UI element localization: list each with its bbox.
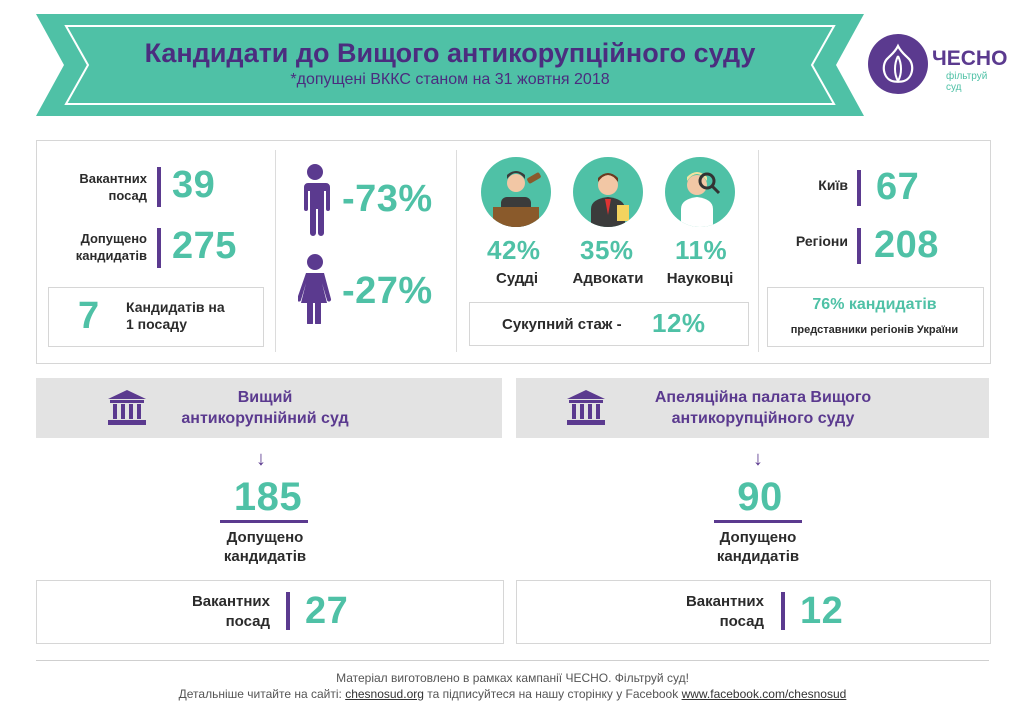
regions-note-text: представники регіонів України xyxy=(790,324,959,336)
admitted-label: Допущено кандидатів xyxy=(75,231,147,263)
court-vacant-label-left: Вакантних посад xyxy=(191,593,270,630)
judges-label: Судді xyxy=(495,270,538,287)
experience-label: Сукупний стаж - xyxy=(502,316,622,333)
footer-divider xyxy=(36,660,989,661)
judges-percent: 42% xyxy=(487,235,541,265)
separator-bar xyxy=(157,228,161,268)
footer-prefix: Детальніше читайте на сайті: xyxy=(178,687,342,701)
separator-bar xyxy=(857,228,861,264)
arrow-down-icon: ↓ xyxy=(753,448,763,470)
separator-bar xyxy=(781,592,785,630)
separator-bar xyxy=(157,167,161,207)
regions-note-box xyxy=(767,287,984,347)
scientists-label: Науковці xyxy=(666,270,734,287)
court-building-icon xyxy=(567,390,605,431)
divider xyxy=(758,150,759,352)
lawyers-label: Адвокати xyxy=(572,270,644,287)
ratio-value: 7 xyxy=(78,295,100,337)
court-title-left: Вищий антикорупнійний суд xyxy=(181,389,349,427)
court-vacant-value-right: 12 xyxy=(800,590,844,632)
vacant-value: 39 xyxy=(172,164,216,206)
court-admitted-value-right: 90 xyxy=(737,475,783,519)
vacant-label: Вакантних посад xyxy=(79,171,147,203)
logo-tagline: фільтруй суд xyxy=(946,71,988,93)
experience-box xyxy=(469,302,749,346)
page-subtitle: *допущені ВККС станом на 31 жовтня 2018 xyxy=(290,71,610,88)
regions-label: Регіони xyxy=(795,233,848,249)
court-vacant-value-left: 27 xyxy=(305,590,349,632)
court-admitted-label-left: Допущено кандидатів xyxy=(223,529,307,565)
site-link[interactable]: chesnosud.org xyxy=(345,687,424,701)
regions-note-value: 76% кандидатів xyxy=(812,296,937,313)
court-title-right: Апеляційна палата Вищого антикорупційног… xyxy=(654,389,872,427)
court-admitted-underline-right xyxy=(714,520,802,523)
experience-value: 12% xyxy=(652,308,706,338)
footer-line1: Матеріал виготовлено в рамках кампанії Ч… xyxy=(336,671,689,685)
facebook-link[interactable]: www.facebook.com/chesnosud xyxy=(681,687,847,701)
logo-garlic-icon xyxy=(868,34,928,94)
scientists-percent: 11% xyxy=(675,235,728,265)
ratio-label: Кандидатів на 1 посаду xyxy=(126,299,225,332)
lawyer-icon xyxy=(573,157,643,227)
regions-value: 208 xyxy=(874,224,939,266)
logo[interactable]: ЧЕСНО фільтруй суд xyxy=(868,34,1007,96)
ratio-box xyxy=(48,287,264,347)
page-title: Кандидати до Вищого антикорупційного суд… xyxy=(144,38,756,68)
court-admitted-label-right: Допущено кандидатів xyxy=(716,529,800,565)
admitted-value: 275 xyxy=(172,225,237,267)
court-building-icon xyxy=(108,390,146,431)
divider xyxy=(456,150,457,352)
header-ribbon xyxy=(36,14,864,116)
male-person-icon xyxy=(298,164,332,241)
female-percent: -27% xyxy=(342,270,433,312)
court-admitted-underline-left xyxy=(220,520,308,523)
court-vacant-box-right xyxy=(516,580,991,644)
court-vacant-box-left xyxy=(36,580,504,644)
divider xyxy=(275,150,276,352)
kyiv-value: 67 xyxy=(876,166,920,208)
scientist-icon xyxy=(665,157,735,227)
judge-icon xyxy=(481,157,551,227)
arrow-down-icon: ↓ xyxy=(256,448,266,470)
male-percent: -73% xyxy=(342,178,433,220)
kyiv-label: Київ xyxy=(818,177,848,193)
court-vacant-label-right: Вакантних посад xyxy=(685,593,764,630)
female-person-icon xyxy=(296,254,332,329)
logo-name: ЧЕСНО xyxy=(932,47,1008,70)
footer-line2: Детальніше читайте на сайті: chesnosud.o… xyxy=(36,687,989,701)
court-admitted-value-left: 185 xyxy=(233,475,303,519)
ribbon-shape xyxy=(36,14,864,116)
separator-bar xyxy=(857,170,861,206)
lawyers-percent: 35% xyxy=(580,235,634,265)
separator-bar xyxy=(286,592,290,630)
court-band-right xyxy=(516,378,989,438)
footer-middle: та підписуйтеся на нашу сторінку у Faceb… xyxy=(427,687,679,701)
